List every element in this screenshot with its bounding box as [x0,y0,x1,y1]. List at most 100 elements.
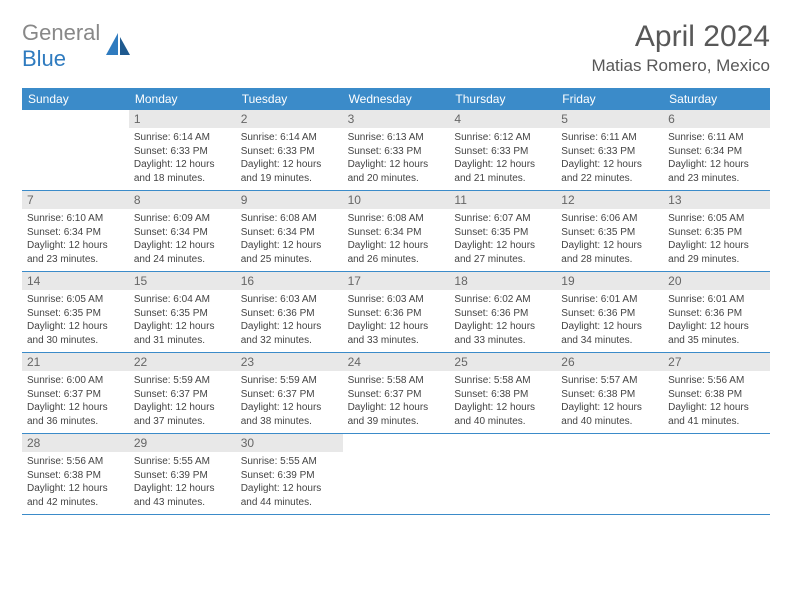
day-cell: .. [556,434,663,514]
day-number: 6 [663,110,770,128]
day-details: Sunrise: 6:14 AMSunset: 6:33 PMDaylight:… [129,128,236,190]
day-details: Sunrise: 6:14 AMSunset: 6:33 PMDaylight:… [236,128,343,190]
sunrise-text: Sunrise: 6:11 AM [561,131,658,145]
sunset-text: Sunset: 6:35 PM [134,307,231,321]
daylight-text: Daylight: 12 hours and 33 minutes. [348,320,445,347]
sunset-text: Sunset: 6:37 PM [27,388,124,402]
daylight-text: Daylight: 12 hours and 21 minutes. [454,158,551,185]
sunrise-text: Sunrise: 6:04 AM [134,293,231,307]
daylight-text: Daylight: 12 hours and 40 minutes. [454,401,551,428]
daylight-text: Daylight: 12 hours and 34 minutes. [561,320,658,347]
day-number: 27 [663,353,770,371]
day-cell: 1Sunrise: 6:14 AMSunset: 6:33 PMDaylight… [129,110,236,190]
day-details: Sunrise: 5:55 AMSunset: 6:39 PMDaylight:… [236,452,343,514]
sunrise-text: Sunrise: 6:05 AM [27,293,124,307]
day-cell: .. [22,110,129,190]
day-number: 23 [236,353,343,371]
day-cell: 11Sunrise: 6:07 AMSunset: 6:35 PMDayligh… [449,191,556,271]
sunrise-text: Sunrise: 6:08 AM [348,212,445,226]
day-number: 17 [343,272,450,290]
day-header: Tuesday [236,88,343,110]
day-cell: 10Sunrise: 6:08 AMSunset: 6:34 PMDayligh… [343,191,450,271]
day-header: Saturday [663,88,770,110]
sunset-text: Sunset: 6:35 PM [561,226,658,240]
sunset-text: Sunset: 6:36 PM [668,307,765,321]
daylight-text: Daylight: 12 hours and 28 minutes. [561,239,658,266]
day-details: Sunrise: 6:08 AMSunset: 6:34 PMDaylight:… [343,209,450,271]
day-number: 12 [556,191,663,209]
day-number: 14 [22,272,129,290]
title-block: April 2024 Matias Romero, Mexico [591,20,770,76]
day-cell: 9Sunrise: 6:08 AMSunset: 6:34 PMDaylight… [236,191,343,271]
sunset-text: Sunset: 6:35 PM [27,307,124,321]
day-cell: 7Sunrise: 6:10 AMSunset: 6:34 PMDaylight… [22,191,129,271]
page-title: April 2024 [591,20,770,54]
sunrise-text: Sunrise: 6:12 AM [454,131,551,145]
logo-text-1: General [22,20,100,45]
day-cell: 4Sunrise: 6:12 AMSunset: 6:33 PMDaylight… [449,110,556,190]
day-cell: 30Sunrise: 5:55 AMSunset: 6:39 PMDayligh… [236,434,343,514]
sunset-text: Sunset: 6:36 PM [348,307,445,321]
day-cell: 2Sunrise: 6:14 AMSunset: 6:33 PMDaylight… [236,110,343,190]
daylight-text: Daylight: 12 hours and 35 minutes. [668,320,765,347]
day-details: Sunrise: 6:01 AMSunset: 6:36 PMDaylight:… [556,290,663,352]
sunset-text: Sunset: 6:33 PM [454,145,551,159]
sunrise-text: Sunrise: 6:03 AM [241,293,338,307]
sunrise-text: Sunrise: 6:02 AM [454,293,551,307]
location: Matias Romero, Mexico [591,56,770,76]
daylight-text: Daylight: 12 hours and 27 minutes. [454,239,551,266]
day-details: Sunrise: 5:58 AMSunset: 6:37 PMDaylight:… [343,371,450,433]
daylight-text: Daylight: 12 hours and 42 minutes. [27,482,124,509]
day-details: Sunrise: 5:57 AMSunset: 6:38 PMDaylight:… [556,371,663,433]
day-cell: 6Sunrise: 6:11 AMSunset: 6:34 PMDaylight… [663,110,770,190]
day-details: Sunrise: 6:02 AMSunset: 6:36 PMDaylight:… [449,290,556,352]
daylight-text: Daylight: 12 hours and 33 minutes. [454,320,551,347]
sunrise-text: Sunrise: 6:13 AM [348,131,445,145]
day-cell: 3Sunrise: 6:13 AMSunset: 6:33 PMDaylight… [343,110,450,190]
sunrise-text: Sunrise: 5:59 AM [134,374,231,388]
day-cell: 15Sunrise: 6:04 AMSunset: 6:35 PMDayligh… [129,272,236,352]
day-number: 9 [236,191,343,209]
day-details: Sunrise: 6:10 AMSunset: 6:34 PMDaylight:… [22,209,129,271]
daylight-text: Daylight: 12 hours and 22 minutes. [561,158,658,185]
day-details: Sunrise: 6:07 AMSunset: 6:35 PMDaylight:… [449,209,556,271]
day-header: Monday [129,88,236,110]
sunset-text: Sunset: 6:38 PM [27,469,124,483]
sunrise-text: Sunrise: 6:05 AM [668,212,765,226]
day-header: Sunday [22,88,129,110]
sunrise-text: Sunrise: 6:14 AM [134,131,231,145]
sunrise-text: Sunrise: 6:14 AM [241,131,338,145]
day-number: 25 [449,353,556,371]
week-row: 7Sunrise: 6:10 AMSunset: 6:34 PMDaylight… [22,191,770,272]
sunset-text: Sunset: 6:33 PM [348,145,445,159]
sunrise-text: Sunrise: 5:58 AM [454,374,551,388]
sunset-text: Sunset: 6:34 PM [668,145,765,159]
sunrise-text: Sunrise: 5:56 AM [668,374,765,388]
daylight-text: Daylight: 12 hours and 30 minutes. [27,320,124,347]
day-details: Sunrise: 6:03 AMSunset: 6:36 PMDaylight:… [236,290,343,352]
day-number: 22 [129,353,236,371]
week-row: 28Sunrise: 5:56 AMSunset: 6:38 PMDayligh… [22,434,770,515]
daylight-text: Daylight: 12 hours and 37 minutes. [134,401,231,428]
day-details: Sunrise: 6:01 AMSunset: 6:36 PMDaylight:… [663,290,770,352]
day-header: Thursday [449,88,556,110]
day-details: Sunrise: 6:08 AMSunset: 6:34 PMDaylight:… [236,209,343,271]
daylight-text: Daylight: 12 hours and 38 minutes. [241,401,338,428]
sunrise-text: Sunrise: 6:11 AM [668,131,765,145]
daylight-text: Daylight: 12 hours and 25 minutes. [241,239,338,266]
day-cell: 25Sunrise: 5:58 AMSunset: 6:38 PMDayligh… [449,353,556,433]
sunrise-text: Sunrise: 6:10 AM [27,212,124,226]
daylight-text: Daylight: 12 hours and 26 minutes. [348,239,445,266]
day-number: 26 [556,353,663,371]
sunrise-text: Sunrise: 6:07 AM [454,212,551,226]
day-cell: 13Sunrise: 6:05 AMSunset: 6:35 PMDayligh… [663,191,770,271]
week-row: ..1Sunrise: 6:14 AMSunset: 6:33 PMDaylig… [22,110,770,191]
day-details: Sunrise: 5:59 AMSunset: 6:37 PMDaylight:… [236,371,343,433]
daylight-text: Daylight: 12 hours and 31 minutes. [134,320,231,347]
day-number: 30 [236,434,343,452]
day-number: 10 [343,191,450,209]
day-cell: 12Sunrise: 6:06 AMSunset: 6:35 PMDayligh… [556,191,663,271]
day-number: 8 [129,191,236,209]
daylight-text: Daylight: 12 hours and 32 minutes. [241,320,338,347]
day-details: Sunrise: 6:13 AMSunset: 6:33 PMDaylight:… [343,128,450,190]
